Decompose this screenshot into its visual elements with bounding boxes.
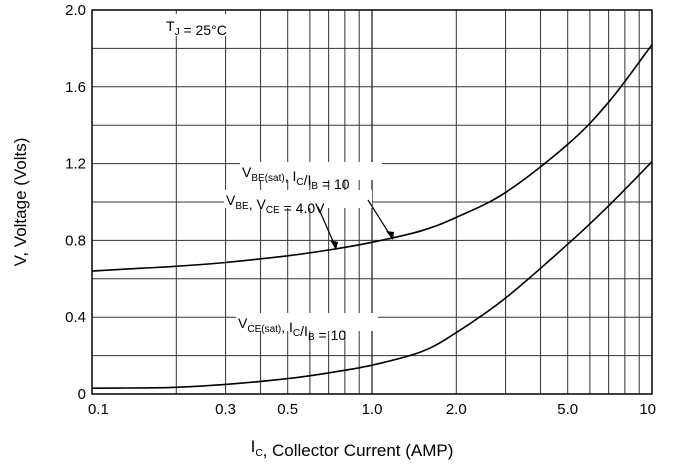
annotation-vbe-vce-part: V	[226, 192, 236, 208]
annotation-vbe-vce: VBE, VCE = 4.0V	[226, 192, 325, 216]
condition-label-part: = 25°C	[180, 22, 227, 38]
annotation-vbe-sat-part: V	[242, 164, 252, 180]
series-layer	[91, 44, 653, 389]
x-tick-label: 1.0	[362, 401, 383, 418]
annotation-vce-sat-part: C	[293, 328, 300, 339]
y-tick-label: 0.4	[65, 309, 86, 326]
annotation-vbe-vce-part: CE	[266, 205, 280, 216]
annotation-vbe-sat-part: C	[296, 177, 303, 188]
condition-label-part: T	[166, 18, 175, 34]
x-axis-title: IC, Collector Current (AMP)	[251, 437, 454, 460]
axis-titles: IC, Collector Current (AMP)V, Voltage (V…	[11, 138, 453, 460]
x-tick-label: 2.0	[446, 401, 467, 418]
annotation-vbe-sat-part: = 10	[318, 176, 350, 192]
annotation-vbe-vce-part: = 4.0V	[280, 200, 325, 216]
condition-label: TJ = 25°C	[166, 18, 227, 38]
condition-label-part: J	[175, 27, 180, 38]
annotation-vbe-sat-part: /I	[304, 172, 312, 188]
y-tick-label: 2.0	[65, 2, 86, 19]
annotation-vce-sat-part: CE(sat)	[247, 324, 281, 335]
condition-background	[164, 14, 260, 36]
tick-labels: 0.1 0.3 0.5 1.0 2.0 5.0 10 0 0.4 0.8 1.2 1.6 2.0	[65, 2, 656, 418]
x-axis-title-part: I	[251, 437, 256, 456]
annotation-vce-sat-part: = 10	[315, 327, 347, 343]
annotation-background	[224, 190, 372, 208]
annotation-vce-sat: VCE(sat), IC/IB = 10	[238, 315, 346, 343]
annotation-background	[236, 313, 378, 331]
annotation-vbe-sat-part: BE(sat)	[251, 173, 284, 184]
y-axis-title: V, Voltage (Volts)	[11, 138, 30, 267]
arrowhead-vbe-sat	[386, 231, 394, 240]
x-axis-title-part: C	[255, 448, 262, 459]
x-tick-label: 0.3	[215, 401, 236, 418]
annotation-vce-sat-part: V	[238, 315, 248, 331]
annotation-background	[240, 162, 382, 180]
series-line-vce	[91, 161, 653, 389]
x-tick-label: 10	[639, 401, 656, 418]
plot-frame	[91, 9, 653, 395]
x-axis-title-part: , Collector Current (AMP)	[263, 441, 454, 460]
y-tick-label: 0	[78, 386, 86, 403]
series-line-vbe	[91, 44, 653, 272]
x-tick-label: 0.5	[277, 401, 298, 418]
x-tick-label: 0.1	[88, 401, 109, 418]
y-tick-label: 0.8	[65, 232, 86, 249]
annotation-vbe-vce-part: BE	[235, 201, 249, 212]
annotation-vce-sat-part: B	[308, 332, 315, 343]
annotation-vbe-sat: VBE(sat), IC/IB = 10	[242, 164, 350, 192]
annotation-vbe-sat-part: , I	[285, 168, 297, 184]
annotation-vbe-vce-part: , V	[249, 196, 267, 212]
arrowhead-vbe-vce	[330, 240, 338, 250]
annotation-vce-sat-part: /I	[300, 323, 308, 339]
y-tick-label: 1.2	[65, 156, 86, 173]
y-tick-label: 1.6	[65, 79, 86, 96]
x-tick-label: 5.0	[557, 401, 578, 418]
annotation-vbe-sat-part: B	[311, 181, 318, 192]
annotation-vce-sat-part: , I	[281, 319, 293, 335]
